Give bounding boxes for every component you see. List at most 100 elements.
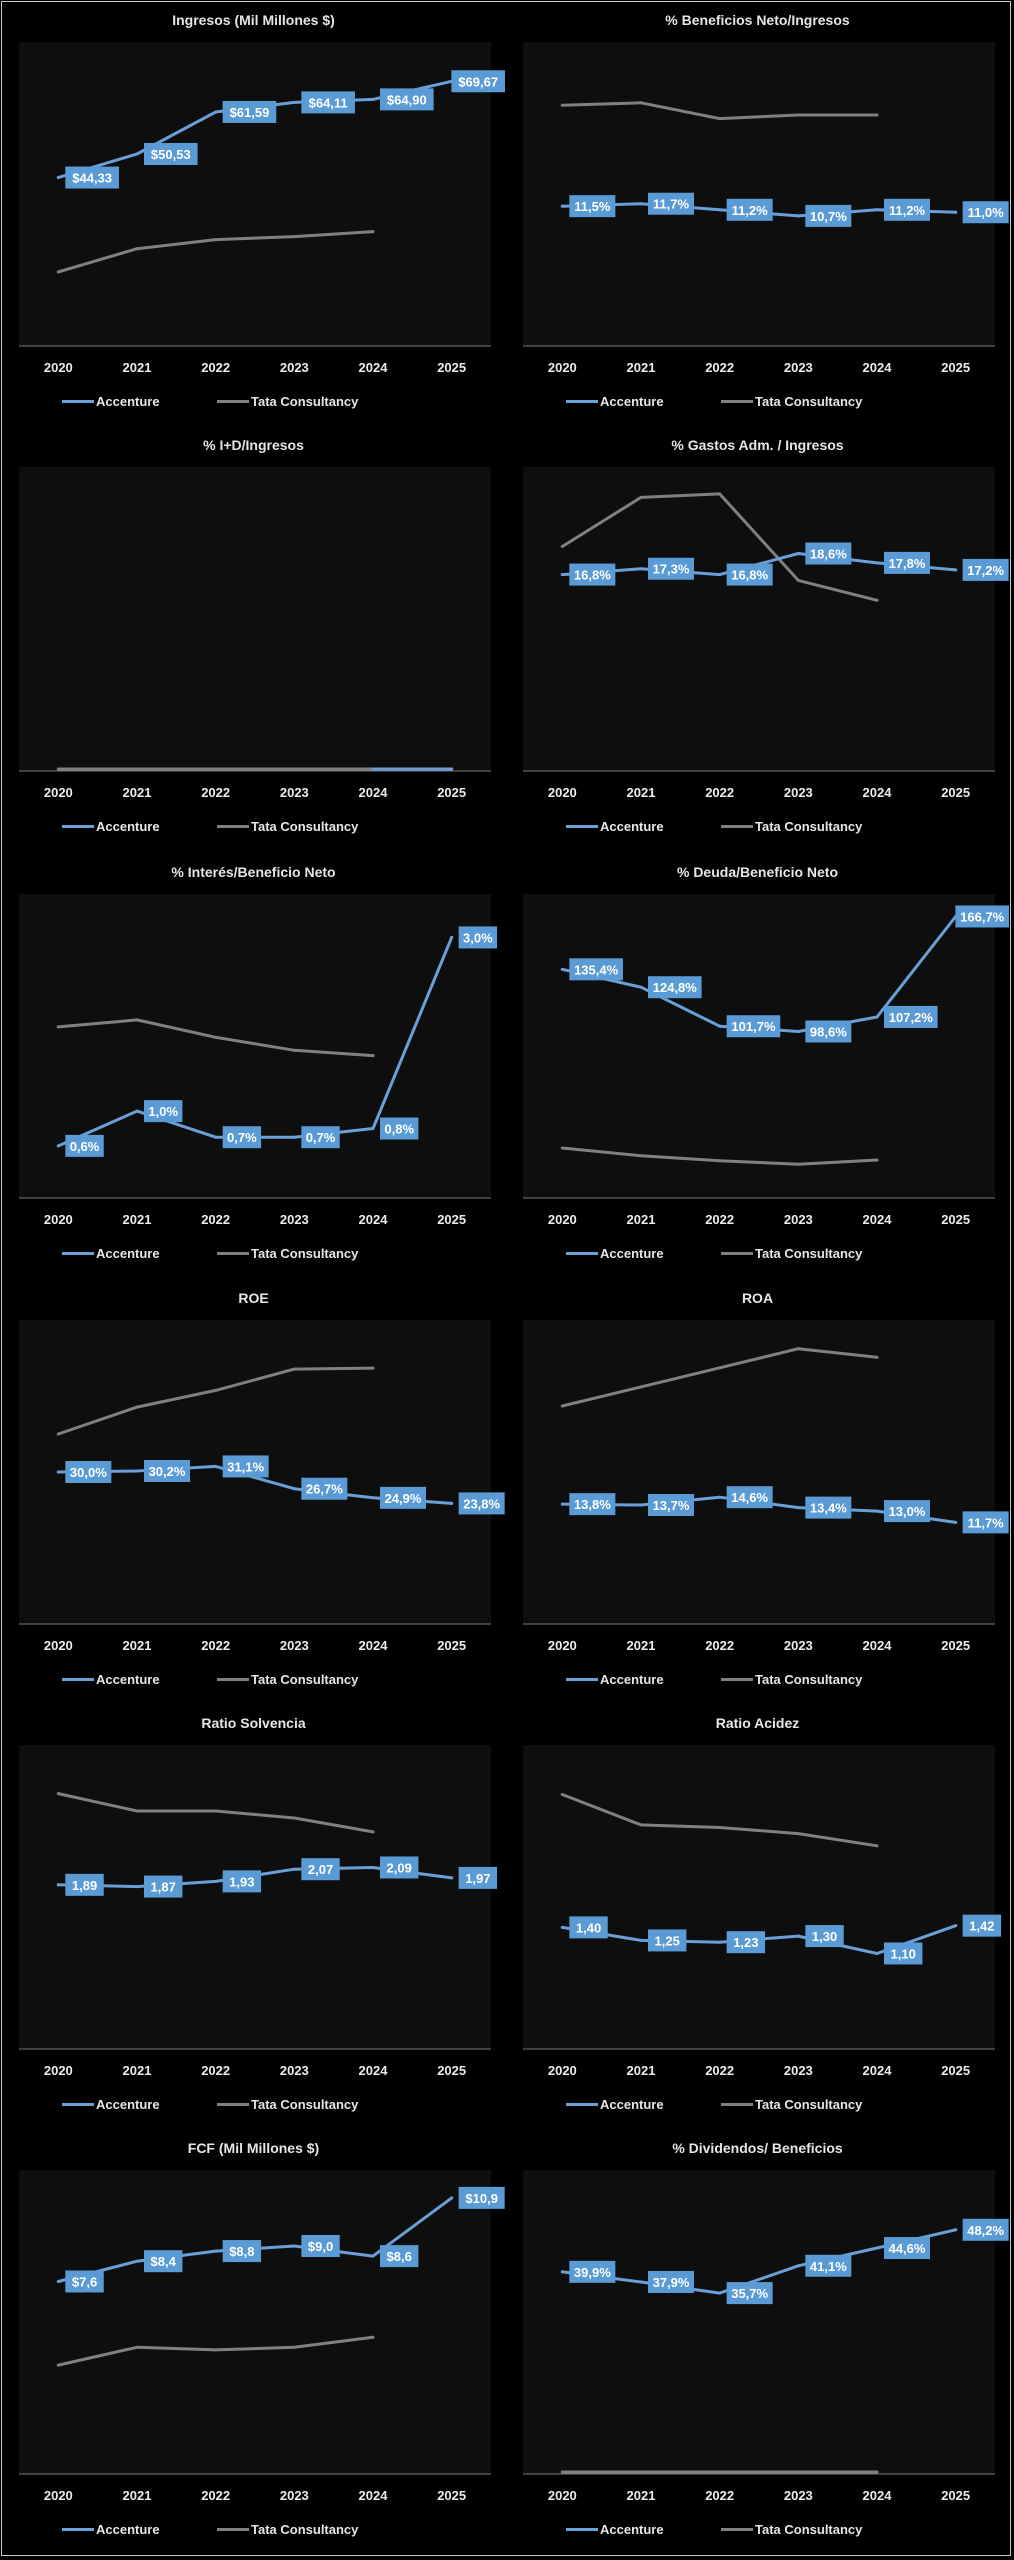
data-point-tata-consultancy <box>796 2470 800 2474</box>
data-label: 2,07 <box>301 1858 340 1881</box>
data-label-text: 1,97 <box>465 1871 490 1886</box>
legend-item-accenture[interactable]: Accenture <box>566 1246 664 1261</box>
legend-line-icon <box>566 825 598 828</box>
legend-item-tata-consultancy[interactable]: Tata Consultancy <box>217 819 358 834</box>
line-chart: 2020 2021 2022 2023 2024 2025 0,6% 1,0% 0,7% 0,7%… <box>19 894 498 1227</box>
data-label-text: 0,8% <box>384 1122 414 1137</box>
legend-item-tata-consultancy[interactable]: Tata Consultancy <box>217 1672 358 1687</box>
x-tick-label: 2020 <box>548 2488 577 2503</box>
legend-item-accenture[interactable]: Accenture <box>62 1672 160 1687</box>
chart-title: % Dividendos/ Beneficios <box>672 2140 843 2156</box>
legend-label: Accenture <box>96 2097 160 2112</box>
legend-line-icon <box>566 1678 598 1681</box>
legend-item-tata-consultancy[interactable]: Tata Consultancy <box>217 2522 358 2537</box>
data-label: 0,7% <box>222 1126 262 1149</box>
data-label-text: 14,6% <box>731 1490 768 1505</box>
data-point-accenture <box>954 1520 958 1524</box>
data-label-text: 98,6% <box>810 1024 847 1039</box>
legend-label: Accenture <box>600 1246 664 1261</box>
legend-item-accenture[interactable]: Accenture <box>62 1246 160 1261</box>
legend-item-accenture[interactable]: Accenture <box>62 2097 160 2112</box>
legend-item-accenture[interactable]: Accenture <box>566 2522 664 2537</box>
legend-item-accenture[interactable]: Accenture <box>62 394 160 409</box>
data-point-accenture <box>639 567 643 571</box>
legend-item-tata-consultancy[interactable]: Tata Consultancy <box>721 819 862 834</box>
data-point-accenture <box>718 573 722 577</box>
line-chart: 2020 2021 2022 2023 2024 2025 16,8% 17,3% 16,8% 1… <box>523 467 1009 800</box>
data-point-tata-consultancy <box>639 1154 643 1158</box>
data-label-text: 17,2% <box>967 563 1004 578</box>
data-point-accenture <box>718 1024 722 1028</box>
data-label: 11,2% <box>884 198 930 221</box>
data-label-text: $9,0 <box>308 2239 333 2254</box>
legend-label: Accenture <box>600 2097 664 2112</box>
data-label-text: 41,1% <box>810 2259 847 2274</box>
data-label-box <box>962 2218 1009 2241</box>
legend-item-accenture[interactable]: Accenture <box>566 2097 664 2112</box>
data-point-tata-consultancy <box>214 1388 218 1392</box>
x-tick-label: 2020 <box>548 1212 577 1227</box>
legend-item-tata-consultancy[interactable]: Tata Consultancy <box>721 1246 862 1261</box>
legend-item-tata-consultancy[interactable]: Tata Consultancy <box>217 2097 358 2112</box>
legend-label: Accenture <box>600 819 664 834</box>
x-tick-label: 2021 <box>627 785 656 800</box>
x-tick-label: 2020 <box>44 1212 73 1227</box>
line-chart: 2020 2021 2022 2023 2024 2025 $44,33 $50,53 $61,… <box>19 42 505 375</box>
data-label-box <box>805 1020 852 1043</box>
data-point-tata-consultancy <box>214 2348 218 2352</box>
data-point-tata-consultancy <box>639 1385 643 1389</box>
data-label: 14,6% <box>726 1486 773 1509</box>
data-label: $7,6 <box>65 2270 104 2293</box>
legend-item-tata-consultancy[interactable]: Tata Consultancy <box>721 1672 862 1687</box>
x-tick-label: 2020 <box>44 1638 73 1653</box>
x-tick-label: 2022 <box>705 1638 734 1653</box>
legend-item-tata-consultancy[interactable]: Tata Consultancy <box>721 2522 862 2537</box>
data-label-text: 44,6% <box>889 2241 926 2256</box>
data-label-text: 0,7% <box>306 1130 336 1145</box>
data-label: 3,0% <box>458 926 498 949</box>
data-label-box <box>726 1015 781 1038</box>
data-point-tata-consultancy <box>56 767 60 771</box>
data-label-text: 13,0% <box>889 1504 926 1519</box>
legend-item-tata-consultancy[interactable]: Tata Consultancy <box>721 2097 862 2112</box>
data-label-text: $64,11 <box>309 95 348 110</box>
x-tick-label: 2021 <box>627 2063 656 2078</box>
legend-label: Tata Consultancy <box>755 2097 863 2112</box>
data-point-tata-consultancy <box>718 1159 722 1163</box>
data-point-accenture <box>292 1135 296 1139</box>
legend-item-accenture[interactable]: Accenture <box>62 819 160 834</box>
data-label-box <box>805 542 852 565</box>
data-point-accenture <box>214 2249 218 2253</box>
data-point-tata-consultancy <box>292 2345 296 2349</box>
x-tick-label: 2021 <box>123 360 152 375</box>
x-tick-label: 2023 <box>280 2488 309 2503</box>
legend-item-accenture[interactable]: Accenture <box>566 1672 664 1687</box>
x-tick-label: 2025 <box>941 360 970 375</box>
data-point-accenture <box>796 1934 800 1938</box>
legend-item-tata-consultancy[interactable]: Tata Consultancy <box>721 394 862 409</box>
data-point-accenture <box>56 176 60 180</box>
data-label: $69,67 <box>451 70 505 93</box>
legend-line-icon <box>566 2528 598 2531</box>
legend-item-accenture[interactable]: Accenture <box>566 819 664 834</box>
legend-label: Accenture <box>96 819 160 834</box>
data-point-accenture <box>796 214 800 218</box>
data-label-box <box>222 1870 262 1893</box>
data-point-tata-consultancy <box>718 117 722 121</box>
data-point-accenture <box>875 2246 879 2250</box>
legend-item-tata-consultancy[interactable]: Tata Consultancy <box>217 1246 358 1261</box>
data-label: 13,7% <box>648 1494 694 1517</box>
data-label-box <box>301 1477 348 1500</box>
legend-item-tata-consultancy[interactable]: Tata Consultancy <box>217 394 358 409</box>
legend-item-accenture[interactable]: Accenture <box>62 2522 160 2537</box>
legend-item-accenture[interactable]: Accenture <box>566 394 664 409</box>
chart-panel: % Dividendos/ Beneficios 2020 2021 2022 2023… <box>504 2128 1011 2553</box>
data-label-box <box>144 2250 183 2273</box>
data-point-accenture <box>718 208 722 212</box>
data-point-accenture <box>135 1885 139 1889</box>
data-label: 1,97 <box>458 1866 498 1889</box>
x-tick-label: 2020 <box>44 785 73 800</box>
chart-panel: % I+D/Ingresos 2020 2021 2022 2023 2024 2025 Ac… <box>0 425 507 850</box>
data-label-text: 30,0% <box>70 1465 107 1480</box>
data-label-text: 0,6% <box>70 1139 100 1154</box>
